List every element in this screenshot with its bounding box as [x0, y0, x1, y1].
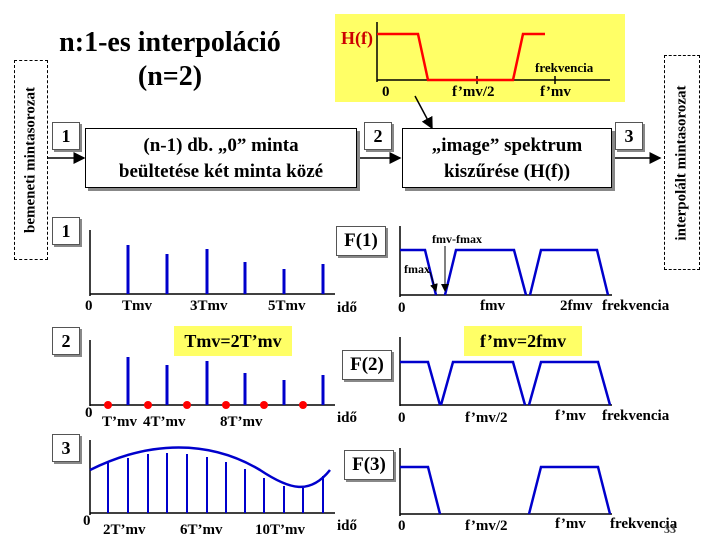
row2-freq-tick-1: f’mv/2	[465, 410, 508, 426]
filter-title: H(f)	[341, 28, 373, 48]
row2-samples	[126, 357, 325, 405]
filter-tick-full: f’mv	[540, 84, 571, 100]
page-number: 33	[664, 522, 676, 536]
page-title: n:1-es interpoláció (n=2)	[20, 26, 320, 94]
row3-freq-tick-2: f’mv	[555, 516, 586, 532]
row2-time-axis-label: idő	[337, 410, 358, 426]
row1-freq-tick-1: fmv	[480, 298, 505, 314]
row2-time-tick-2: 4T’mv	[143, 414, 186, 430]
row1-samples	[126, 245, 325, 294]
title-line1: n:1-es interpoláció	[59, 27, 281, 58]
row3-time-tick-3: 10T’mv	[255, 522, 305, 538]
spectrum-label-3: F(3)	[344, 450, 394, 480]
row1-time-tick-2: 3Tmv	[190, 298, 228, 314]
row2-frequency-note: f’mv=2fmv	[464, 326, 582, 356]
image-filter-line2: kiszűrése (H(f))	[443, 161, 571, 182]
row2-spectrum	[400, 360, 612, 406]
output-sequence-label: interpolált mintasorozat	[664, 55, 700, 270]
row2-freq-axis-label: frekvencia	[602, 408, 670, 424]
spectrum-label-2: F(2)	[342, 350, 392, 380]
filter-response-curve	[377, 32, 545, 82]
row1-annotation-arrows	[429, 246, 449, 292]
flow-arrows	[48, 95, 662, 164]
filter-response-panel	[335, 14, 625, 102]
row1-freq-tick-0: 0	[398, 300, 406, 316]
row1-time-axis-label: idő	[337, 300, 358, 316]
row-number-1: 1	[52, 217, 80, 245]
block-number-2: 2	[364, 122, 392, 150]
zero-insertion-block: (n-1) db. „0” minta beültetése két minta…	[85, 128, 357, 188]
filter-zero: 0	[382, 84, 390, 100]
row-number-3: 3	[52, 434, 80, 462]
input-sequence-label: bemeneti mintasorozat	[14, 60, 48, 260]
row1-time-axes	[89, 230, 335, 296]
row3-freq-axis-label: frekvencia	[610, 516, 678, 532]
title-line2: (n=2)	[137, 61, 203, 92]
filter-tick-half: f’mv/2	[452, 84, 495, 100]
row3-time-tick-1: 2T’mv	[103, 522, 146, 538]
row1-freq-axis-label: frekvencia	[602, 298, 670, 314]
row2-freq-axes	[399, 337, 612, 406]
image-filter-line1: „image” spektrum	[431, 135, 583, 156]
row3-freq-tick-1: f’mv/2	[465, 518, 508, 534]
image-filter-block: „image” spektrum kiszűrése (H(f))	[402, 128, 612, 188]
row3-time-tick-2: 6T’mv	[180, 522, 223, 538]
row1-time-tick-3: 5Tmv	[268, 298, 306, 314]
row1-time-tick-1: Tmv	[122, 298, 152, 314]
block-number-1: 1	[52, 122, 80, 150]
row2-freq-tick-2: f’mv	[555, 408, 586, 424]
zero-insertion-line2: beültetése két minta közé	[118, 161, 324, 182]
row2-time-tick-0: 0	[85, 405, 93, 421]
zero-insertion-line1: (n-1) db. „0” minta	[143, 135, 299, 156]
row2-freq-tick-0: 0	[398, 410, 406, 426]
row1-spectrum	[400, 248, 610, 296]
row1-time-tick-0: 0	[85, 298, 93, 314]
spectrum-label-1: F(1)	[336, 226, 386, 256]
block-number-3: 3	[615, 122, 643, 150]
row1-annotation-fmax: fmax	[404, 262, 430, 276]
filter-axis-label: frekvencia	[535, 60, 594, 75]
row-number-2: 2	[52, 327, 80, 355]
row3-freq-axes	[399, 448, 612, 516]
row3-time-axes	[89, 440, 335, 515]
row3-spectrum	[400, 465, 612, 515]
row3-freq-tick-0: 0	[398, 518, 406, 534]
row3-time-axis-label: idő	[337, 518, 358, 534]
row2-zero-samples	[104, 401, 307, 409]
row2-time-tick-3: 8T’mv	[220, 414, 263, 430]
row3-time-tick-0: 0	[83, 513, 91, 529]
row2-time-axes	[89, 340, 335, 406]
row3-interpolated-curve	[89, 446, 331, 489]
row1-annotation-fmv-fmax: fmv-fmax	[432, 232, 482, 246]
row1-freq-tick-2: 2fmv	[560, 298, 593, 314]
row3-samples	[107, 453, 324, 513]
row2-time-tick-1: T’mv	[102, 414, 137, 430]
row2-period-note: Tmv=2T’mv	[174, 326, 292, 356]
